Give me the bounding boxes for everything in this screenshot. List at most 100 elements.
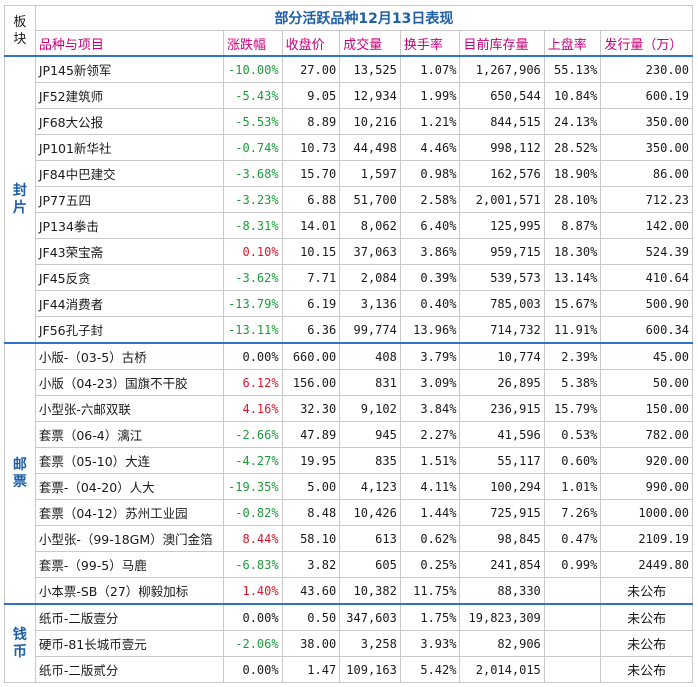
change-cell: 0.00% xyxy=(223,342,283,370)
block-label-text: 封片 xyxy=(12,182,27,216)
change-cell: -13.11% xyxy=(223,316,283,344)
header-change: 涨跌幅 xyxy=(223,30,283,57)
volume-cell: 44,498 xyxy=(339,134,401,161)
upper-rate-cell: 7.26% xyxy=(543,499,602,526)
table-row: 小本票-SB（27）柳毅加标 1.40% 43.60 10,382 11.75% 88,3… xyxy=(5,577,693,605)
volume-cell: 945 xyxy=(339,421,401,448)
upper-rate-cell: 0.60% xyxy=(543,447,602,474)
turnover-cell: 1.75% xyxy=(399,603,461,631)
table-row: 纸币-二版贰分 0.00% 1.47 109,163 5.42% 2,014,015 未公布 xyxy=(5,656,693,683)
table-row: 硬币-81长城币壹元 -2.06% 38.00 3,258 3.93% 82,906 未公布 xyxy=(5,630,693,657)
block-label: 钱币 xyxy=(4,603,36,683)
issue-cell: 920.00 xyxy=(600,447,693,474)
table-row: JF56孔子封 -13.11% 6.36 99,774 13.96% 714,732 11.… xyxy=(5,316,693,344)
upper-rate-cell xyxy=(543,656,602,683)
table-row: 小型张-（99-18GM）澳门金箔 8.44% 58.10 613 0.62% 98,84… xyxy=(5,525,693,552)
table-row: 套票-（04-20）人大 -19.35% 5.00 4,123 4.11% 100,294… xyxy=(5,473,693,500)
volume-cell: 10,426 xyxy=(339,499,401,526)
turnover-cell: 0.25% xyxy=(399,551,461,578)
volume-cell: 13,525 xyxy=(339,55,401,83)
table-row: JP101新华社 -0.74% 10.73 44,498 4.46% 998,112 28.… xyxy=(5,134,693,161)
close-cell: 47.89 xyxy=(281,421,341,448)
change-cell: 6.12% xyxy=(223,369,283,396)
volume-cell: 613 xyxy=(339,525,401,552)
close-cell: 8.48 xyxy=(281,499,341,526)
volume-cell: 831 xyxy=(339,369,401,396)
stock-cell: 100,294 xyxy=(459,473,545,500)
close-cell: 43.60 xyxy=(281,577,341,605)
table-row: 钱币 纸币-二版壹分 0.00% 0.50 347,603 1.75% 19,823,309… xyxy=(4,603,693,683)
turnover-cell: 0.40% xyxy=(399,290,461,317)
close-cell: 32.30 xyxy=(281,395,341,422)
header-name: 品种与项目 xyxy=(34,30,225,57)
stock-cell: 88,330 xyxy=(459,577,545,605)
upper-rate-cell: 10.84% xyxy=(543,82,602,109)
table-row: 套票-（99-5）马鹿 -6.83% 3.82 605 0.25% 241,854 0.99… xyxy=(5,551,693,578)
block-label-text: 钱币 xyxy=(12,626,27,660)
issue-cell: 500.90 xyxy=(600,290,693,317)
upper-rate-cell xyxy=(543,577,602,605)
stock-cell: 55,117 xyxy=(459,447,545,474)
item-name: JF44消费者 xyxy=(34,290,225,317)
issue-cell: 2109.19 xyxy=(600,525,693,552)
close-cell: 6.19 xyxy=(281,290,341,317)
upper-rate-cell: 0.47% xyxy=(543,525,602,552)
change-cell: 8.44% xyxy=(223,525,283,552)
close-cell: 5.00 xyxy=(281,473,341,500)
close-cell: 6.88 xyxy=(281,186,341,213)
block-header: 板块 xyxy=(4,5,36,57)
table-row: JF52建筑师 -5.43% 9.05 12,934 1.99% 650,544 10.84… xyxy=(5,82,693,109)
volume-cell: 10,216 xyxy=(339,108,401,135)
close-cell: 7.71 xyxy=(281,264,341,291)
change-cell: 0.00% xyxy=(223,603,283,631)
market-table: 板块 部分活跃品种12月13日表现 品种与项目 涨跌幅 收盘价 成交量 换手率 目前库存量… xyxy=(4,5,694,683)
item-name: JF56孔子封 xyxy=(34,316,225,344)
close-cell: 10.73 xyxy=(281,134,341,161)
upper-rate-cell: 11.91% xyxy=(543,316,602,344)
column-header-row: 品种与项目 涨跌幅 收盘价 成交量 换手率 目前库存量 上盘率 发行量（万） xyxy=(5,30,693,57)
close-cell: 6.36 xyxy=(281,316,341,344)
change-cell: -6.83% xyxy=(223,551,283,578)
item-name: 套票（04-12）苏州工业园 xyxy=(34,499,225,526)
volume-cell: 8,062 xyxy=(339,212,401,239)
volume-cell: 10,382 xyxy=(339,577,401,605)
turnover-cell: 1.44% xyxy=(399,499,461,526)
table-row: JP134拳击 -8.31% 14.01 8,062 6.40% 125,995 8.87%… xyxy=(5,212,693,239)
close-cell: 660.00 xyxy=(281,342,341,370)
table-row: JF44消费者 -13.79% 6.19 3,136 0.40% 785,003 15.67… xyxy=(5,290,693,317)
change-cell: -5.53% xyxy=(223,108,283,135)
item-name: 套票（05-10）大连 xyxy=(34,447,225,474)
table-row: JF68大公报 -5.53% 8.89 10,216 1.21% 844,515 24.13… xyxy=(5,108,693,135)
issue-cell: 45.00 xyxy=(600,342,693,370)
issue-cell: 1000.00 xyxy=(600,499,693,526)
issue-cell: 50.00 xyxy=(600,369,693,396)
volume-cell: 408 xyxy=(339,342,401,370)
turnover-cell: 1.99% xyxy=(399,82,461,109)
close-cell: 1.47 xyxy=(281,656,341,683)
issue-cell: 524.39 xyxy=(600,238,693,265)
item-name: 纸币-二版壹分 xyxy=(34,603,225,631)
turnover-cell: 3.84% xyxy=(399,395,461,422)
stock-cell: 236,915 xyxy=(459,395,545,422)
change-cell: -3.62% xyxy=(223,264,283,291)
stock-cell: 2,001,571 xyxy=(459,186,545,213)
stock-cell: 959,715 xyxy=(459,238,545,265)
stock-cell: 1,267,906 xyxy=(459,55,545,83)
stock-cell: 2,014,015 xyxy=(459,656,545,683)
turnover-cell: 0.62% xyxy=(399,525,461,552)
upper-rate-cell: 28.52% xyxy=(543,134,602,161)
volume-cell: 3,136 xyxy=(339,290,401,317)
item-name: 小型张-六邮双联 xyxy=(34,395,225,422)
item-name: JF68大公报 xyxy=(34,108,225,135)
close-cell: 58.10 xyxy=(281,525,341,552)
volume-cell: 37,063 xyxy=(339,238,401,265)
stock-cell: 241,854 xyxy=(459,551,545,578)
issue-cell: 350.00 xyxy=(600,108,693,135)
stock-cell: 125,995 xyxy=(459,212,545,239)
turnover-cell: 6.40% xyxy=(399,212,461,239)
issue-cell: 未公布 xyxy=(600,656,693,683)
stock-cell: 844,515 xyxy=(459,108,545,135)
change-cell: -2.66% xyxy=(223,421,283,448)
issue-cell: 410.64 xyxy=(600,264,693,291)
item-name: 小本票-SB（27）柳毅加标 xyxy=(34,577,225,605)
